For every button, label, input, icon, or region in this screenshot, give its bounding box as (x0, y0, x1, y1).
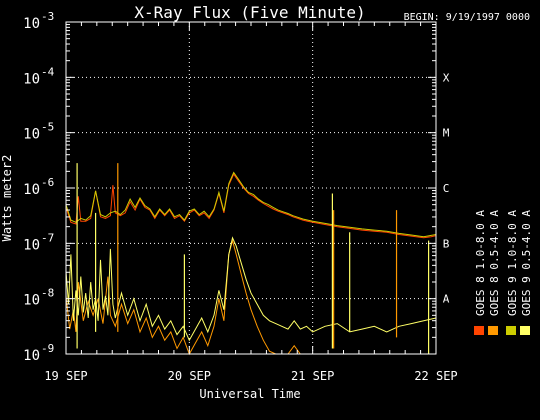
y-tick-exponent: -6 (41, 176, 54, 189)
legend-swatch (506, 326, 516, 335)
x-axis-label: Universal Time (199, 387, 300, 401)
y-tick-exponent: -7 (41, 231, 54, 244)
flare-class-label: X (443, 71, 450, 84)
series-line-1 (65, 173, 437, 239)
series-line-4 (65, 236, 437, 342)
legend-swatch (474, 326, 484, 335)
grid (66, 22, 436, 354)
y-tick-label: 10 (23, 16, 40, 32)
y-tick-exponent: -4 (41, 65, 55, 78)
x-tick-label: 21 SEP (291, 369, 334, 383)
legend-label: GOES 9 1.0-8.0 A (506, 210, 519, 316)
series-line-3 (65, 171, 437, 238)
chart-title: X-Ray Flux (Five Minute) (134, 3, 365, 22)
y-tick-exponent: -9 (41, 342, 54, 355)
flare-class-label: B (443, 237, 450, 250)
y-axis-label: Watts meter2 (0, 155, 14, 242)
legend-swatch (488, 326, 498, 335)
x-tick-label: 22 SEP (414, 369, 457, 383)
legend-swatch (520, 326, 530, 335)
x-tick-label: 20 SEP (168, 369, 211, 383)
y-tick-label: 10 (23, 182, 40, 198)
legend-label: GOES 8 1.0-8.0 A (474, 210, 487, 316)
y-tick-label: 10 (23, 293, 40, 309)
legend-label: GOES 9 0.5-4.0 A (520, 210, 533, 316)
y-tick-exponent: -3 (41, 10, 54, 23)
flare-class-label: C (443, 182, 450, 195)
y-tick-exponent: -8 (41, 287, 54, 300)
x-tick-label: 19 SEP (44, 369, 87, 383)
flare-class-label: M (443, 127, 450, 140)
plot-area (65, 163, 437, 356)
flare-class-label: A (443, 293, 450, 306)
y-tick-label: 10 (23, 71, 40, 87)
y-tick-label: 10 (23, 348, 40, 364)
y-tick-label: 10 (23, 127, 40, 143)
y-tick-exponent: -5 (41, 121, 54, 134)
legend-label: GOES 8 0.5-4.0 A (488, 210, 501, 316)
begin-date-label: BEGIN: 9/19/1997 0000 (404, 12, 530, 23)
y-tick-label: 10 (23, 237, 40, 253)
legend: GOES 8 1.0-8.0 A GOES 8 0.5-4.0 A GOES 9 1… (474, 210, 533, 335)
